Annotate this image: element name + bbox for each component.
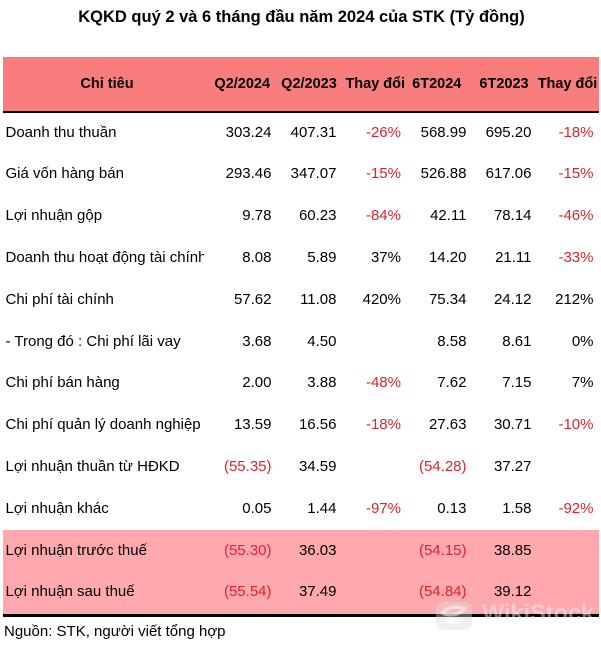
svg-text:WikiStock: WikiStock [482,600,595,626]
